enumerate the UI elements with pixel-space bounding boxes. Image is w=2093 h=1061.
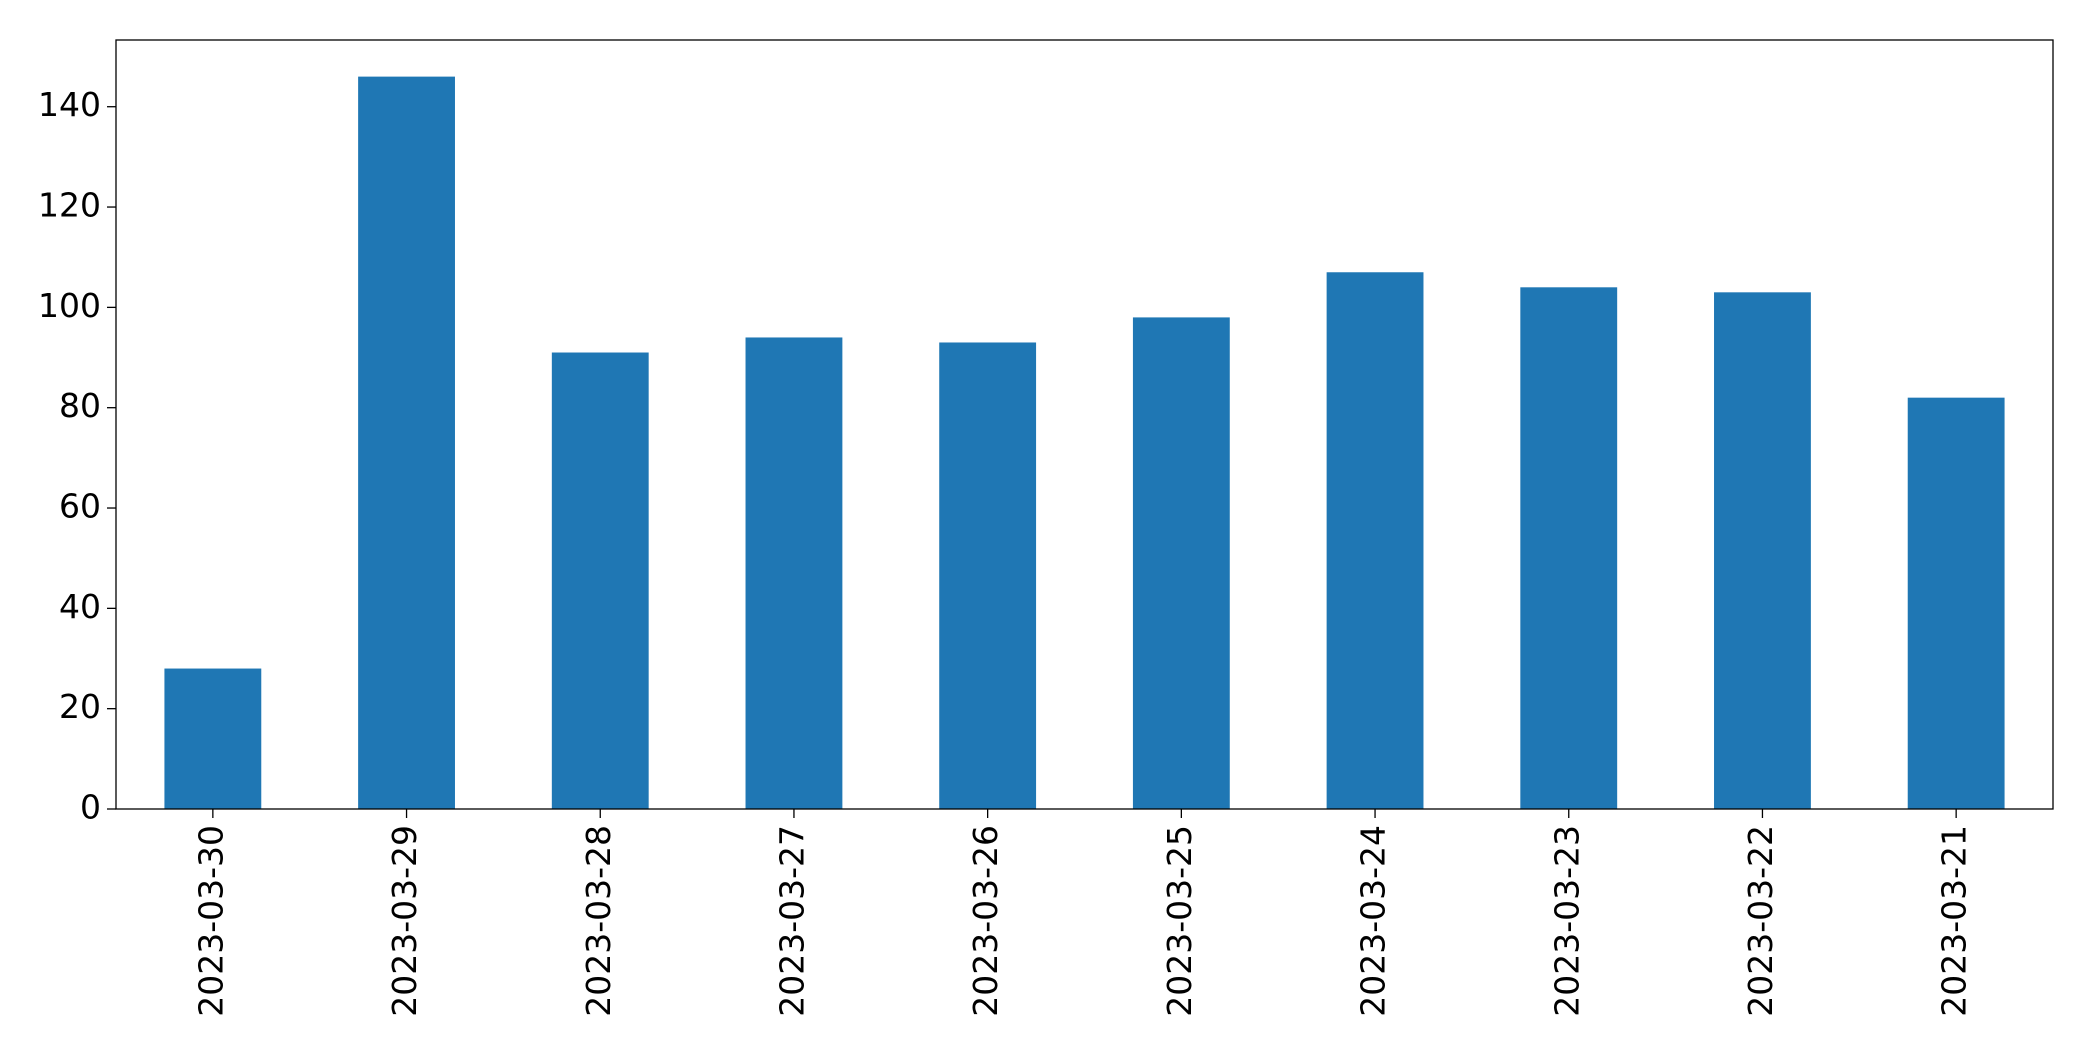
y-tick-label: 20 bbox=[59, 687, 101, 726]
x-tick-label: 2023-03-28 bbox=[579, 825, 618, 1017]
bar bbox=[1520, 287, 1618, 810]
y-tick-label: 140 bbox=[38, 85, 101, 124]
bar bbox=[1326, 272, 1424, 809]
x-tick-label: 2023-03-30 bbox=[191, 825, 230, 1017]
y-tick-label: 60 bbox=[59, 487, 101, 526]
y-tick-label: 100 bbox=[38, 286, 101, 325]
y-tick-label: 40 bbox=[59, 587, 101, 626]
x-tick-label: 2023-03-21 bbox=[1935, 825, 1974, 1017]
x-tick-label: 2023-03-23 bbox=[1547, 825, 1586, 1017]
bar bbox=[358, 76, 455, 810]
bar bbox=[164, 668, 262, 809]
y-tick-label: 80 bbox=[59, 386, 101, 425]
bar bbox=[745, 337, 843, 809]
bar bbox=[1132, 317, 1230, 809]
bar bbox=[551, 352, 649, 809]
x-tick-label: 2023-03-27 bbox=[772, 825, 811, 1017]
y-tick-label: 120 bbox=[38, 186, 101, 225]
x-tick-label: 2023-03-29 bbox=[385, 825, 424, 1017]
x-tick-label: 2023-03-24 bbox=[1354, 825, 1393, 1017]
plot-frame bbox=[115, 39, 2054, 810]
bar bbox=[1907, 397, 2005, 809]
bar bbox=[939, 342, 1037, 809]
x-tick-label: 2023-03-25 bbox=[1160, 825, 1199, 1017]
bar bbox=[1714, 292, 1811, 809]
y-tick-label: 0 bbox=[80, 788, 101, 827]
x-tick-label: 2023-03-26 bbox=[966, 825, 1005, 1017]
x-tick-label: 2023-03-22 bbox=[1741, 825, 1780, 1017]
